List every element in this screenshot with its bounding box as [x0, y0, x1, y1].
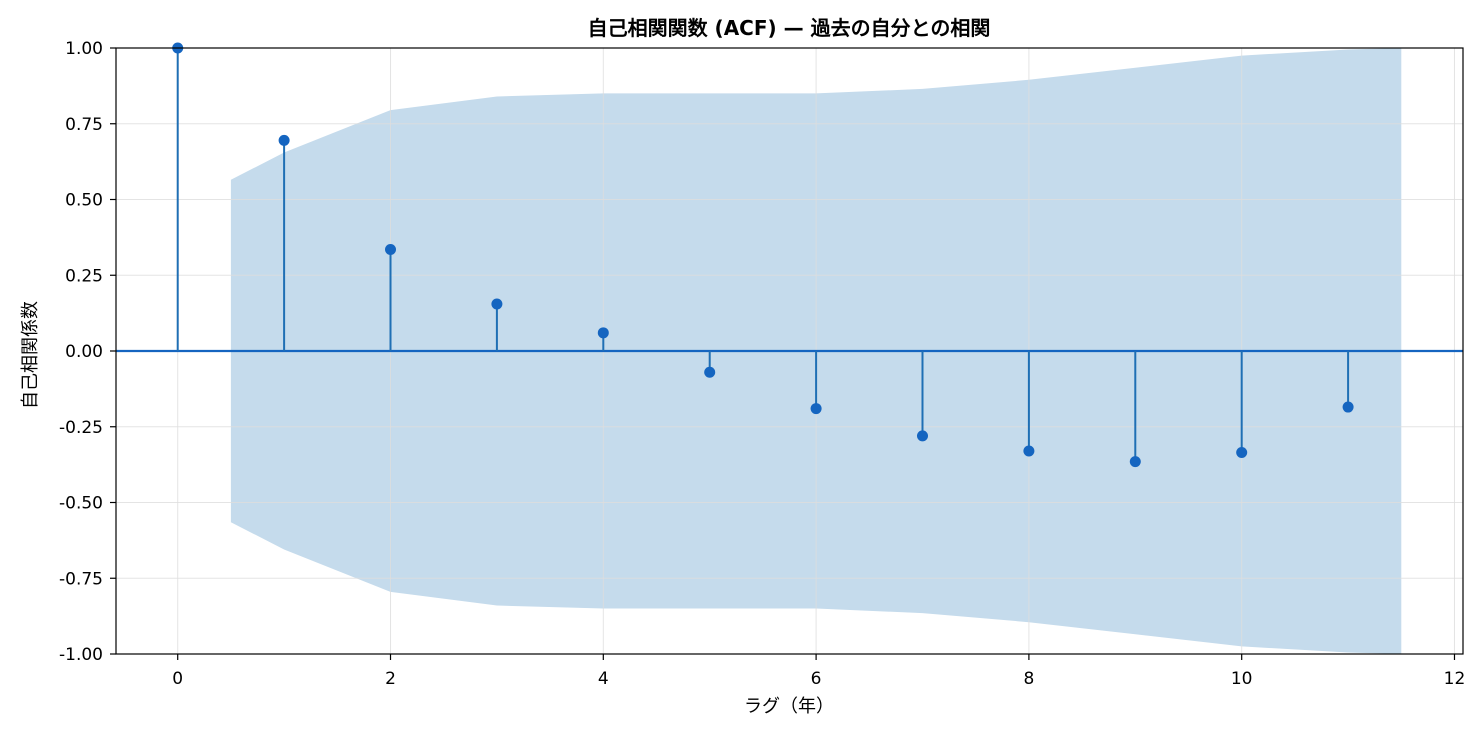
y-tick-label: -0.25 — [59, 418, 103, 438]
y-tick-label: 0.50 — [65, 191, 103, 211]
y-axis-label: 自己相関係数 — [20, 301, 41, 409]
tick-labels: 0 2 4 6 8 10 12 1.00 0.75 0.50 0.25 0.00 -0.25 -0.50 -… — [59, 39, 1465, 689]
x-tick-label: 6 — [811, 669, 822, 689]
y-tick-label: -0.50 — [59, 494, 103, 514]
y-tick-label: 0.00 — [65, 342, 103, 362]
acf-marker — [597, 327, 609, 339]
acf-marker — [1129, 456, 1141, 468]
acf-marker — [1342, 401, 1354, 413]
x-tick-label: 4 — [598, 669, 609, 689]
x-tick-label: 8 — [1023, 669, 1034, 689]
y-tick-label: -0.75 — [59, 569, 103, 589]
y-tick-label: 0.25 — [65, 266, 103, 286]
y-tick-label: 0.75 — [65, 115, 103, 135]
plot-area — [110, 42, 1464, 660]
x-tick-label: 0 — [172, 669, 183, 689]
y-tick-label: -1.00 — [59, 645, 103, 665]
acf-marker — [704, 366, 716, 378]
x-tick-label: 12 — [1444, 669, 1466, 689]
chart-title: 自己相関関数 (ACF) — 過去の自分との相関 — [588, 16, 991, 40]
x-tick-label: 2 — [385, 669, 396, 689]
x-tick-label: 10 — [1231, 669, 1253, 689]
acf-marker — [1236, 447, 1248, 459]
acf-marker — [385, 243, 397, 255]
acf-marker — [916, 430, 928, 442]
acf-marker — [1023, 445, 1035, 457]
x-axis-label: ラグ（年） — [744, 696, 834, 717]
acf-marker — [810, 403, 822, 415]
acf-marker — [491, 298, 503, 310]
acf-marker — [278, 134, 290, 146]
y-tick-label: 1.00 — [65, 39, 103, 59]
